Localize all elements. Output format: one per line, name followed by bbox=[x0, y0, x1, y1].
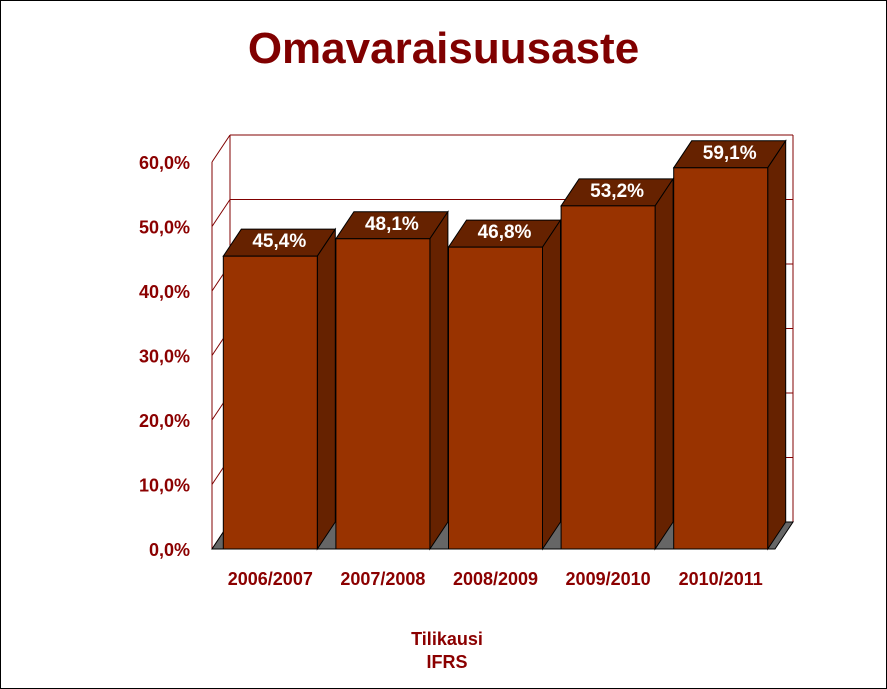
side-wall-gridline bbox=[211, 134, 231, 163]
bar-side bbox=[767, 139, 787, 551]
bar bbox=[560, 205, 656, 550]
y-tick-label: 0,0% bbox=[149, 540, 190, 560]
bar-side bbox=[316, 227, 336, 551]
bar-side bbox=[654, 177, 674, 551]
x-tick-label: 2008/2009 bbox=[453, 569, 538, 589]
y-tick-label: 10,0% bbox=[139, 476, 190, 496]
x-tick-label: 2007/2008 bbox=[340, 569, 425, 589]
y-tick-label: 40,0% bbox=[139, 282, 190, 302]
y-tick-label: 60,0% bbox=[139, 153, 190, 173]
x-tick-label: 2009/2010 bbox=[566, 569, 651, 589]
chart-title: Omavaraisuusaste bbox=[247, 24, 640, 73]
y-tick-label: 50,0% bbox=[139, 218, 190, 238]
data-label: 59,1% bbox=[703, 143, 757, 164]
data-label: 46,8% bbox=[478, 222, 532, 243]
bar-side bbox=[542, 218, 561, 551]
bar bbox=[673, 167, 769, 550]
bar bbox=[335, 238, 431, 550]
x-axis-title-line2: IFRS bbox=[426, 652, 468, 672]
bar bbox=[448, 246, 543, 550]
data-label: 45,4% bbox=[252, 231, 306, 252]
data-label: 48,1% bbox=[365, 214, 419, 235]
x-tick-label: 2006/2007 bbox=[228, 569, 313, 589]
bar-side bbox=[429, 210, 449, 551]
y-tick-label: 30,0% bbox=[139, 347, 190, 367]
x-tick-label: 2010/2011 bbox=[679, 569, 763, 589]
y-tick-label: 20,0% bbox=[139, 411, 190, 431]
x-axis-title: Tilikausi IFRS bbox=[387, 628, 507, 674]
x-axis-title-line1: Tilikausi bbox=[411, 629, 483, 649]
side-wall-gridline bbox=[211, 199, 231, 227]
bar bbox=[222, 255, 318, 550]
data-label: 53,2% bbox=[590, 181, 644, 202]
